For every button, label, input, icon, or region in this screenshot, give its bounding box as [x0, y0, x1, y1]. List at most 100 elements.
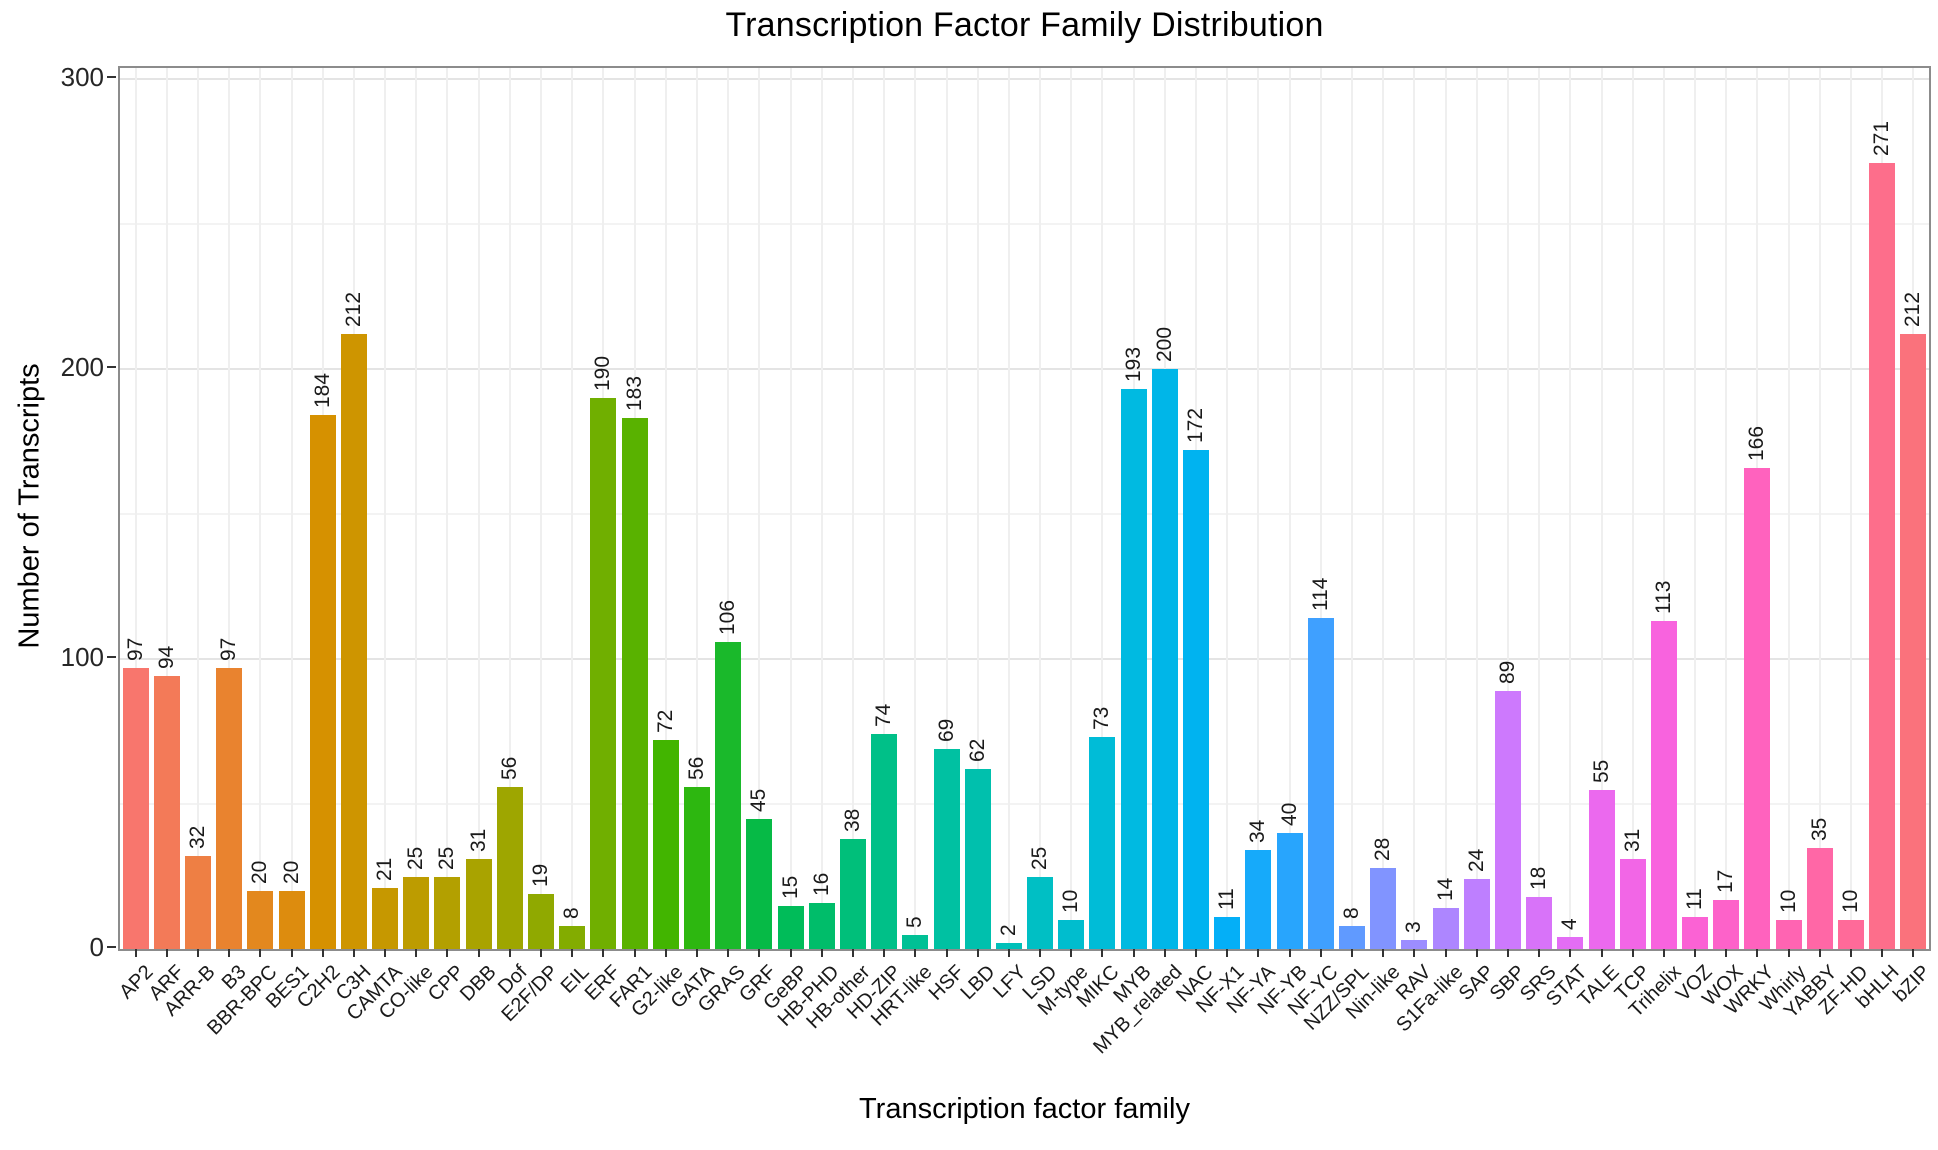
x-tick-mark — [1132, 949, 1135, 957]
gridline-vertical — [727, 68, 730, 949]
gridline-vertical — [1475, 68, 1478, 949]
x-tick-mark — [914, 949, 917, 957]
gridline-vertical — [477, 68, 480, 949]
bar — [1370, 867, 1397, 949]
x-tick-mark — [415, 949, 418, 957]
gridline-vertical — [664, 68, 667, 949]
bar — [1900, 334, 1927, 949]
bar-value-label: 69 — [934, 718, 958, 742]
x-tick-mark — [1288, 949, 1291, 957]
bar — [1214, 917, 1241, 949]
bar-value-label: 19 — [529, 863, 553, 887]
x-tick-mark — [165, 949, 168, 957]
bar-value-label: 16 — [809, 872, 833, 896]
gridline-major — [120, 78, 1929, 80]
bar-value-label: 74 — [872, 704, 896, 728]
gridline-vertical — [1382, 68, 1385, 949]
bar — [1463, 879, 1490, 949]
gridline-vertical — [1631, 68, 1634, 949]
x-tick-mark — [851, 949, 854, 957]
x-tick-mark — [1818, 949, 1821, 957]
bar-value-label: 4 — [1558, 918, 1582, 931]
chart-title: Transcription Factor Family Distribution — [725, 6, 1324, 44]
x-tick-mark — [883, 949, 886, 957]
bar — [1432, 908, 1459, 949]
x-tick-mark — [134, 949, 137, 957]
gridline-vertical — [820, 68, 823, 949]
x-tick-mark — [508, 949, 511, 957]
x-tick-mark — [1600, 949, 1603, 957]
x-tick-mark — [1662, 949, 1665, 957]
bar — [1494, 690, 1521, 949]
bar — [465, 859, 492, 949]
bar-value-label: 10 — [1776, 889, 1800, 913]
x-tick-mark — [1350, 949, 1353, 957]
bar — [902, 934, 929, 949]
bar-value-label: 21 — [373, 857, 397, 882]
bar-value-label: 212 — [1901, 292, 1925, 328]
bar-value-label: 32 — [185, 825, 209, 850]
bar-value-label: 28 — [1371, 837, 1395, 861]
bar-value-label: 24 — [1464, 849, 1488, 873]
bar — [184, 856, 211, 949]
bar-value-label: 3 — [1402, 921, 1426, 934]
bar-value-label: 25 — [404, 846, 428, 870]
bar — [590, 398, 617, 949]
x-axis-title: Transcription factor family — [859, 1093, 1190, 1125]
bar — [1183, 450, 1210, 949]
bar — [1089, 737, 1116, 949]
x-tick-mark — [789, 949, 792, 957]
bar-value-label: 200 — [1152, 326, 1176, 362]
bar-value-label: 190 — [591, 355, 615, 391]
gridline-vertical — [508, 68, 511, 949]
bar-value-label: 10 — [1059, 889, 1083, 913]
x-tick-mark — [1444, 949, 1447, 957]
bar-value-label: 113 — [1651, 580, 1675, 615]
bar — [1557, 937, 1584, 949]
gridline-vertical — [1506, 68, 1509, 949]
bar — [715, 641, 742, 949]
gridline-vertical — [914, 68, 917, 949]
bar-value-label: 18 — [1527, 866, 1551, 890]
x-tick-mark — [727, 949, 730, 957]
bar — [621, 418, 648, 949]
gridline-vertical — [1288, 68, 1291, 949]
y-tick-label: 200 — [60, 352, 104, 382]
bar-value-label: 20 — [279, 860, 303, 884]
x-tick-mark — [1319, 949, 1322, 957]
gridline-vertical — [1257, 68, 1260, 949]
bar-value-label: 97 — [217, 637, 241, 661]
plot-panel: 97 94 32 97 20 20 184 212 21 25 25 31 56 19 8 190 183 72 5… — [118, 66, 1931, 951]
x-tick-mark — [664, 949, 667, 957]
gridline-vertical — [1413, 68, 1416, 949]
bar — [278, 891, 305, 949]
bar — [964, 769, 991, 949]
bar — [995, 943, 1022, 949]
y-tick-mark — [107, 76, 116, 78]
y-tick-mark — [107, 366, 116, 368]
bar — [1588, 789, 1615, 949]
x-tick-mark — [633, 949, 636, 957]
bar-value-label: 38 — [840, 808, 864, 832]
x-tick-mark — [1787, 949, 1790, 957]
gridline-vertical — [1070, 68, 1073, 949]
gridline-vertical — [1226, 68, 1229, 949]
gridline-major — [120, 368, 1929, 370]
bar-value-label: 15 — [778, 875, 802, 899]
bar-value-label: 212 — [341, 292, 365, 328]
bar-value-label: 31 — [1620, 828, 1644, 853]
bar — [808, 902, 835, 949]
x-tick-mark — [1475, 949, 1478, 957]
bar-value-label: 73 — [1090, 706, 1114, 731]
x-tick-mark — [945, 949, 948, 957]
bar — [1058, 920, 1085, 949]
bar-value-label: 271 — [1870, 121, 1894, 157]
x-tick-mark — [1631, 949, 1634, 957]
bar-value-label: 166 — [1745, 425, 1769, 461]
x-tick-mark — [571, 949, 574, 957]
bar-value-label: 11 — [1683, 888, 1707, 911]
x-tick-mark — [196, 949, 199, 957]
x-tick-mark — [1101, 949, 1104, 957]
x-tick-mark — [1413, 949, 1416, 957]
